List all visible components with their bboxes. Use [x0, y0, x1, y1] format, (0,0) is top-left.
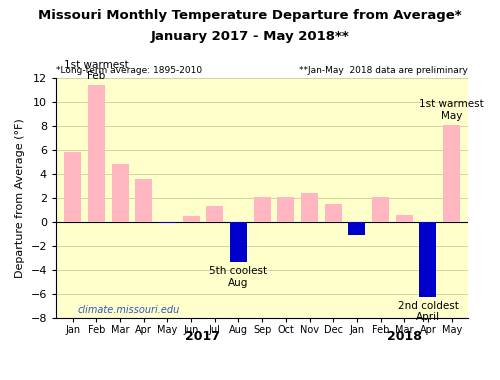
Bar — [324, 204, 342, 222]
Bar — [420, 222, 436, 297]
Bar — [443, 125, 460, 222]
Text: 2nd coldest
April: 2nd coldest April — [398, 301, 458, 323]
Text: 5th coolest
Aug: 5th coolest Aug — [210, 266, 268, 288]
Bar — [372, 196, 389, 222]
Bar — [230, 222, 247, 263]
Bar — [159, 222, 176, 223]
Text: *Long-term average: 1895-2010: *Long-term average: 1895-2010 — [56, 66, 202, 75]
Text: 1st warmest
Feb: 1st warmest Feb — [64, 60, 128, 81]
Bar — [64, 152, 81, 222]
Text: Missouri Monthly Temperature Departure from Average*: Missouri Monthly Temperature Departure f… — [38, 10, 462, 22]
Bar — [182, 216, 200, 222]
Bar — [206, 206, 224, 222]
Bar — [88, 85, 105, 222]
Text: January 2017 - May 2018**: January 2017 - May 2018** — [150, 30, 350, 43]
Bar — [396, 215, 413, 222]
Bar — [135, 179, 152, 222]
Bar — [278, 196, 294, 222]
Text: 2018: 2018 — [387, 330, 422, 343]
Text: 1st warmest
May: 1st warmest May — [420, 100, 484, 121]
Bar — [348, 222, 366, 235]
Text: climate.missouri.edu: climate.missouri.edu — [78, 305, 180, 315]
Bar — [112, 164, 128, 222]
Text: **Jan-May  2018 data are preliminary: **Jan-May 2018 data are preliminary — [300, 66, 468, 75]
Bar — [254, 196, 270, 222]
Bar — [301, 193, 318, 222]
Y-axis label: Departure from Average (°F): Departure from Average (°F) — [15, 118, 25, 278]
Text: 2017: 2017 — [186, 330, 220, 343]
